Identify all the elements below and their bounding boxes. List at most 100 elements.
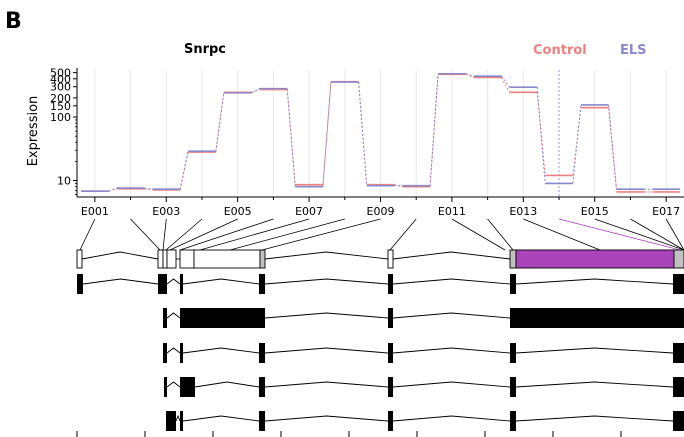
transcript-exon <box>388 274 393 294</box>
connector-line-E017 <box>665 218 684 251</box>
connector-line-E003 <box>162 218 167 251</box>
connector-control <box>358 81 368 185</box>
connector-els <box>465 73 474 77</box>
x-tick-label-E015: E015 <box>581 205 609 218</box>
transcript-exon <box>388 308 393 328</box>
y-tick-label-500: 500 <box>50 67 71 80</box>
transcript-exon <box>510 343 516 363</box>
transcript-exon <box>510 377 516 397</box>
transcript-exon <box>259 377 265 397</box>
transcript-intron <box>515 278 674 285</box>
transcript-exon <box>163 308 167 328</box>
y-tick-label-400: 400 <box>50 73 71 86</box>
connector-els <box>358 82 368 186</box>
connector-line-E004 <box>165 218 203 251</box>
transcript-intron <box>264 312 389 319</box>
transcript-1 <box>77 274 684 294</box>
x-tick-label-E003: E003 <box>152 205 180 218</box>
transcript-intron <box>182 415 260 422</box>
transcript-intron <box>166 312 181 319</box>
series-layer <box>81 72 680 193</box>
connector-els <box>322 82 332 187</box>
transcript-exon <box>158 274 167 294</box>
connector-line-E007 <box>199 218 310 251</box>
gene-model-exon <box>166 249 177 269</box>
exon-connectors <box>79 218 684 251</box>
intron-line <box>264 251 389 260</box>
transcript-exon <box>388 411 393 431</box>
gene-model-exon <box>515 249 675 269</box>
transcript-intron <box>515 381 674 388</box>
transcript-intron <box>392 347 511 354</box>
connector-line-E016 <box>630 218 684 251</box>
transcript-intron <box>264 278 389 285</box>
x-tick-label-E013: E013 <box>509 205 537 218</box>
connector-els <box>536 87 546 184</box>
connector-line-E006 <box>179 218 274 251</box>
connector-control <box>465 73 474 78</box>
transcript-intron <box>82 278 159 285</box>
transcript-intron <box>166 347 181 354</box>
transcript-exon <box>166 411 176 431</box>
connector-line-E005 <box>169 218 238 251</box>
series-els <box>81 72 680 192</box>
connector-control <box>179 152 189 191</box>
transcript-exon <box>77 274 83 294</box>
transcript-intron <box>392 415 511 422</box>
transcript-exon <box>510 274 516 294</box>
y-tick-label-100: 100 <box>50 111 71 124</box>
x-tick-label-E007: E007 <box>295 205 323 218</box>
connector-els <box>251 88 260 94</box>
transcript-exon <box>259 343 265 363</box>
transcript-intron <box>392 278 511 285</box>
y-axis-label: Expression <box>26 96 41 167</box>
transcript-intron <box>392 312 511 319</box>
gene-model-exon <box>76 249 83 269</box>
connector-control <box>536 92 546 176</box>
connector-line-E008 <box>229 218 345 251</box>
transcript-exon <box>388 343 393 363</box>
connector-line-E001 <box>79 218 96 251</box>
transcript-intron <box>392 381 511 388</box>
transcript-5 <box>166 411 684 431</box>
connector-els <box>572 104 582 184</box>
gene-model-exon <box>259 249 266 269</box>
x-tick-label-E009: E009 <box>367 205 395 218</box>
connector-control <box>429 74 439 187</box>
connector-line-E013 <box>523 218 601 251</box>
x-tick-label-E001: E001 <box>81 205 109 218</box>
connector-line-E011 <box>451 218 506 251</box>
connector-control <box>322 81 332 185</box>
transcript-exon <box>673 377 684 397</box>
panel-label: B <box>5 9 22 34</box>
connector-line-E002 <box>130 218 161 251</box>
connector-line-E010 <box>389 218 417 251</box>
transcript-intron <box>264 381 389 388</box>
transcript-intron <box>264 415 389 422</box>
connector-control <box>144 188 153 191</box>
intron-line <box>81 251 159 260</box>
transcript-intron <box>166 278 181 285</box>
transcript-exon <box>180 274 183 294</box>
transcript-intron <box>194 381 260 388</box>
transcript-exon <box>673 274 684 294</box>
x-tick-label-E005: E005 <box>224 205 252 218</box>
transcript-intron <box>515 347 674 354</box>
x-tick-label-E011: E011 <box>438 205 466 218</box>
y-tick-label-300: 300 <box>50 81 71 94</box>
transcript-exon <box>180 308 265 328</box>
transcript-2 <box>163 308 684 328</box>
transcript-exon <box>180 343 183 363</box>
transcript-intron <box>182 278 260 285</box>
gridlines <box>94 70 667 197</box>
transcript-exon <box>510 411 516 431</box>
connector-els <box>144 187 153 190</box>
transcript-3 <box>163 343 684 363</box>
transcript-exon <box>180 411 183 431</box>
connector-line-E015 <box>594 218 684 251</box>
transcript-intron <box>515 415 674 422</box>
connector-line-E009 <box>261 218 381 251</box>
transcript-exon <box>259 274 265 294</box>
